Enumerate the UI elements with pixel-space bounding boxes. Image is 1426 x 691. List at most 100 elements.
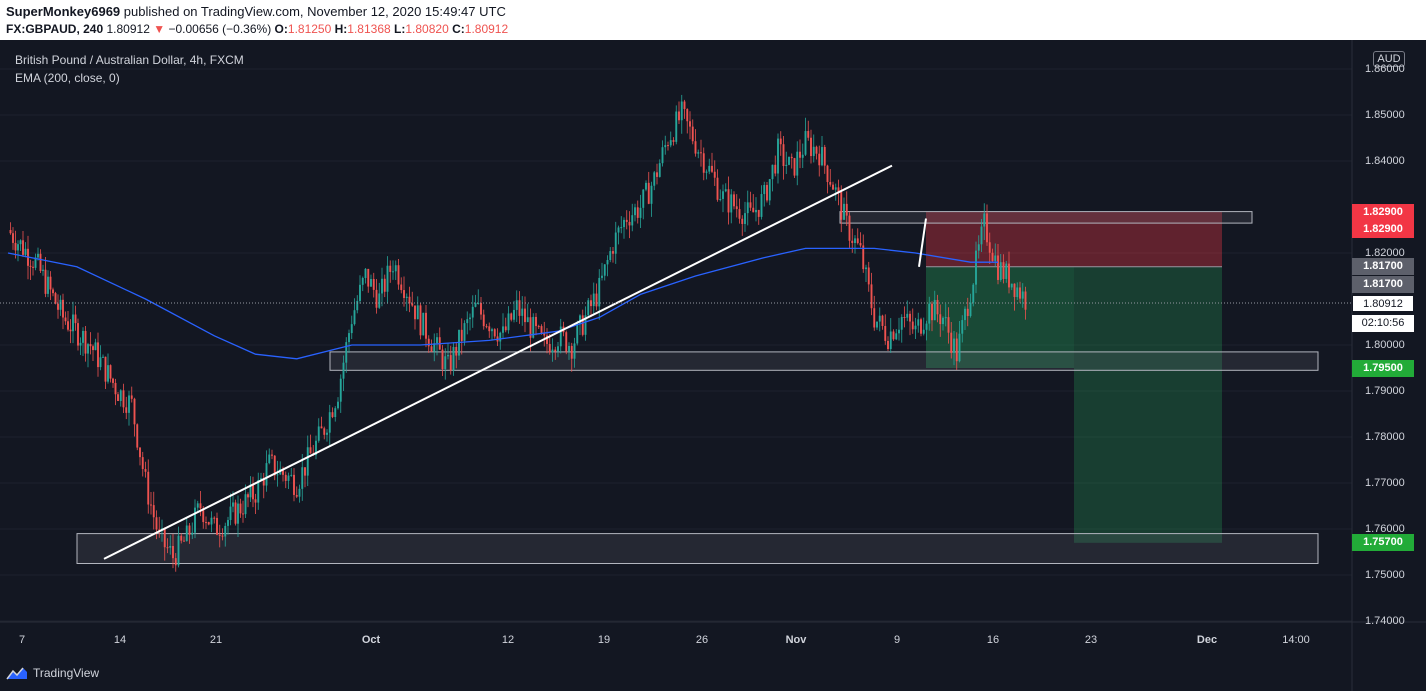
- candle-body: [367, 268, 370, 287]
- candle-body: [260, 478, 262, 480]
- candle-body: [375, 289, 378, 308]
- y-tick: 1.75000: [1365, 569, 1405, 581]
- candle-body: [867, 267, 870, 285]
- candle-body: [537, 326, 540, 328]
- candle-body: [271, 454, 273, 456]
- candle-body: [92, 346, 94, 351]
- candle-body: [524, 308, 526, 323]
- candle-body: [139, 447, 141, 458]
- indicator-label[interactable]: EMA (200, close, 0): [15, 71, 120, 85]
- candle-body: [257, 479, 260, 503]
- candle-body: [752, 207, 755, 213]
- candle-body: [975, 250, 977, 285]
- candle-body: [67, 321, 69, 330]
- candle-body: [295, 494, 298, 497]
- candle-body: [408, 296, 411, 304]
- candle-body: [152, 505, 155, 518]
- candle-body: [634, 207, 636, 216]
- candle-body: [510, 313, 513, 320]
- candle-body: [840, 192, 843, 220]
- chart-canvas[interactable]: [0, 40, 1426, 691]
- candle-body: [130, 395, 133, 399]
- candle-body: [812, 146, 815, 157]
- candle-body: [466, 319, 469, 324]
- short-position-tool[interactable]: [926, 211, 1222, 543]
- candle-body: [727, 189, 730, 213]
- y-tick: 1.76000: [1365, 523, 1405, 535]
- candle-body: [931, 303, 933, 321]
- candle-body: [122, 390, 125, 408]
- candle-body: [29, 265, 32, 267]
- tradingview-logo[interactable]: TradingView: [6, 664, 99, 682]
- candle-body: [265, 463, 268, 486]
- candle-body: [920, 319, 922, 334]
- candle-body: [301, 467, 304, 489]
- candle-body: [807, 131, 810, 138]
- candle-body: [917, 319, 920, 326]
- author-name[interactable]: SuperMonkey6969: [6, 4, 121, 19]
- candle-body: [370, 278, 372, 287]
- candle-body: [392, 271, 394, 273]
- trendline[interactable]: [103, 164, 927, 560]
- candle-body: [133, 398, 136, 425]
- candle-body: [493, 329, 496, 337]
- candle-body: [47, 276, 49, 294]
- candle-body: [691, 126, 694, 142]
- x-tick: 26: [695, 634, 709, 646]
- candle-body: [810, 137, 812, 157]
- candle-body: [136, 424, 139, 448]
- candle-body: [851, 240, 854, 243]
- candle-body: [568, 345, 570, 352]
- candle-body: [1016, 287, 1019, 298]
- candle-body: [741, 218, 744, 224]
- candle-body: [102, 356, 104, 358]
- candle-body: [444, 356, 447, 370]
- candle-body: [317, 426, 320, 441]
- candle-body: [796, 151, 799, 176]
- candle-body: [515, 300, 518, 310]
- candle-body: [617, 227, 620, 233]
- candles: [9, 94, 1027, 572]
- candle-body: [485, 326, 488, 328]
- y-tick: 1.78000: [1365, 431, 1405, 443]
- candle-body: [234, 502, 237, 524]
- candle-body: [914, 325, 917, 330]
- candle-body: [430, 346, 433, 352]
- candle-body: [994, 255, 997, 261]
- candle-body: [216, 517, 218, 535]
- candle-body: [620, 227, 623, 229]
- y-tick: 1.82000: [1365, 247, 1405, 259]
- candle-body: [109, 365, 112, 379]
- candle-body: [169, 546, 172, 548]
- candle-body: [242, 513, 244, 515]
- candle-body: [856, 238, 859, 244]
- candle-body: [185, 525, 188, 542]
- currency-badge[interactable]: AUD: [1373, 51, 1405, 67]
- candle-body: [315, 440, 317, 456]
- candle-body: [683, 101, 686, 110]
- candle-body: [735, 206, 738, 210]
- candle-body: [54, 293, 57, 304]
- candle-body: [667, 145, 669, 147]
- x-tick: 7: [18, 634, 26, 646]
- candle-body: [801, 154, 804, 158]
- zone-boxes[interactable]: [76, 211, 1319, 565]
- candle-body: [463, 323, 466, 341]
- candle-body: [955, 338, 958, 362]
- candle-body: [49, 276, 52, 290]
- candle-body: [733, 194, 735, 207]
- chart-area[interactable]: British Pound / Australian Dollar, 4h, F…: [0, 40, 1426, 691]
- candle-body: [598, 277, 601, 307]
- candle-body: [194, 507, 196, 533]
- candle-body: [44, 269, 47, 294]
- candle-body: [702, 153, 705, 173]
- candle-body: [774, 164, 777, 174]
- candle-body: [247, 494, 249, 498]
- x-tick: Dec: [1196, 634, 1218, 646]
- y-tick: 1.77000: [1365, 477, 1405, 489]
- candle-body: [903, 317, 906, 319]
- candle-body: [763, 185, 766, 195]
- candle-body: [628, 221, 631, 226]
- candle-body: [14, 242, 17, 251]
- high-value: 1.81368: [347, 22, 391, 36]
